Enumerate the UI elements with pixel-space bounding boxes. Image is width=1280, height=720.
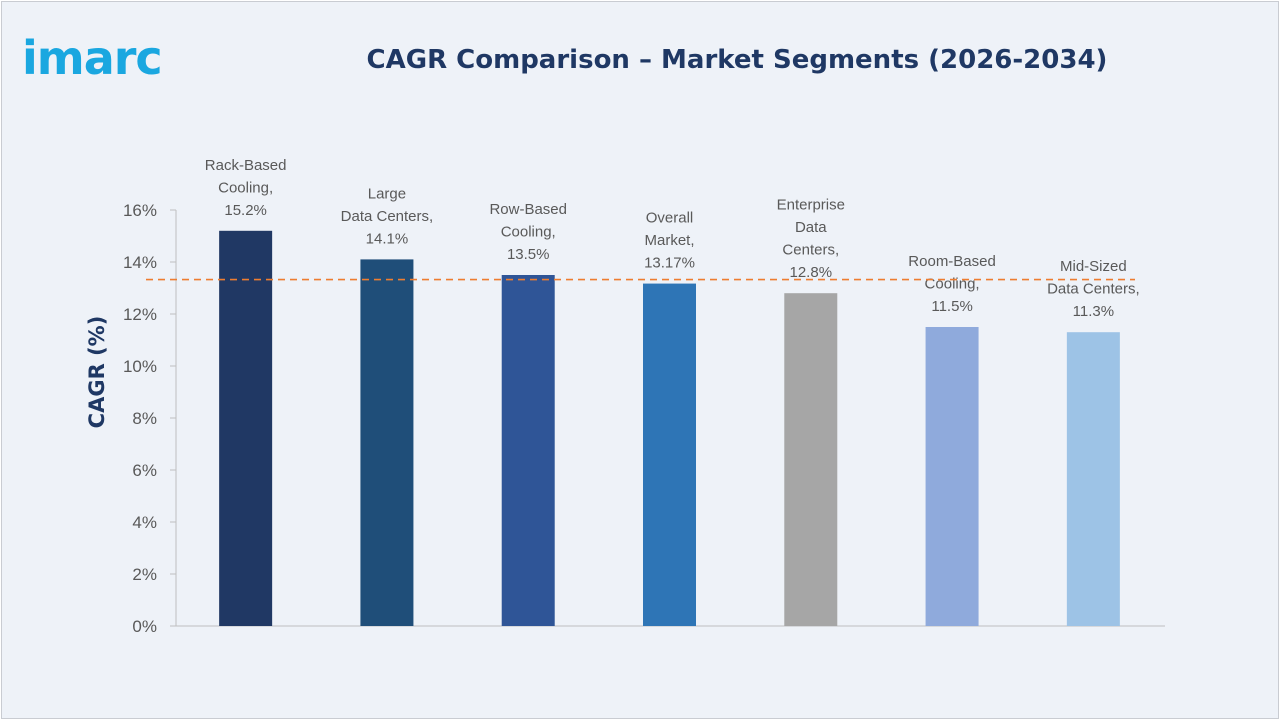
data-label-1: Rack-Based Cooling, 15.2% bbox=[205, 157, 287, 219]
bar-6 bbox=[925, 327, 979, 626]
y-tick-label: 16% bbox=[123, 201, 157, 220]
y-tick-label: 14% bbox=[123, 253, 157, 272]
bar-4 bbox=[643, 283, 696, 626]
data-label-3: Row-Based Cooling, 13.5% bbox=[489, 201, 567, 263]
y-tick-label: 4% bbox=[132, 513, 157, 532]
y-tick-label: 2% bbox=[132, 565, 157, 584]
data-label-5: Enterprise Data Centers, 12.8% bbox=[777, 197, 845, 282]
data-label-4: Overall Market, 13.17% bbox=[644, 210, 695, 272]
y-tick-label: 6% bbox=[132, 461, 157, 480]
bar-3 bbox=[501, 275, 555, 626]
data-label-2: Large Data Centers, 14.1% bbox=[341, 185, 434, 247]
bar-5 bbox=[784, 293, 838, 626]
y-tick-label: 8% bbox=[132, 409, 157, 428]
bar-7 bbox=[1066, 332, 1120, 626]
y-tick-label: 10% bbox=[123, 357, 157, 376]
data-label-6: Room-Based Cooling, 11.5% bbox=[908, 253, 996, 315]
y-tick-label: 12% bbox=[123, 305, 157, 324]
imarc-logo: imarc bbox=[22, 31, 163, 85]
data-label-7: Mid-Sized Data Centers, 11.3% bbox=[1047, 258, 1140, 320]
chart-title: CAGR Comparison – Market Segments (2026-… bbox=[366, 45, 1108, 75]
y-axis-label: CAGR (%) bbox=[85, 316, 109, 429]
bar-1 bbox=[219, 230, 273, 627]
bar-2 bbox=[360, 259, 414, 626]
y-tick-label: 0% bbox=[132, 617, 157, 636]
